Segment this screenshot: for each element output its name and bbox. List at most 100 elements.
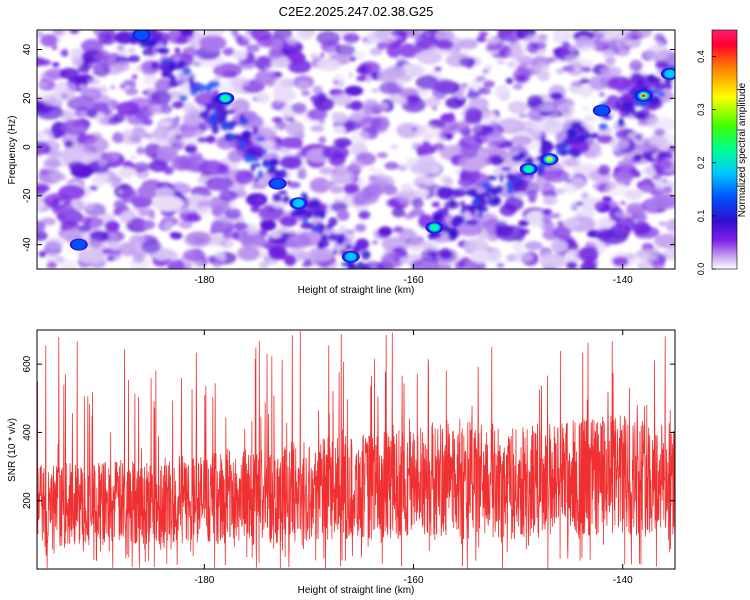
heatmap-cell (273, 30, 293, 42)
heatmap-cell (494, 85, 510, 99)
heatmap-ridge-cell (311, 200, 320, 208)
heatmap-cell (233, 33, 242, 40)
heatmap-cell (614, 170, 633, 186)
heatmap-cell (624, 189, 643, 201)
heatmap-cell (598, 92, 606, 97)
heatmap-cell (416, 144, 437, 155)
heatmap-cell (117, 166, 136, 179)
heatmap-cell (197, 136, 208, 143)
heatmap-cell (208, 255, 217, 264)
heatmap-cell (402, 64, 426, 77)
colorbar-tick-label: 0.3 (696, 103, 706, 116)
heatmap-cell (625, 253, 637, 260)
heatmap-hotspot (546, 157, 553, 162)
heatmap-cell (155, 187, 175, 198)
heatmap-cell (63, 178, 71, 183)
heatmap-ridge-cell (163, 39, 168, 46)
heatmap-cell (608, 39, 624, 48)
heatmap-cell (391, 30, 408, 38)
heatmap-cell (335, 44, 356, 57)
heatmap-ridge-cell (437, 208, 444, 214)
heatmap-cell (384, 161, 399, 170)
heatmap-ridge-cell (602, 115, 613, 120)
heatmap-cell (154, 78, 173, 92)
heatmap-ridge-cell (243, 138, 253, 144)
heatmap-cell (89, 185, 98, 191)
heatmap-cell (459, 38, 478, 50)
heatmap-cell (588, 75, 608, 91)
heatmap-cell (254, 70, 277, 85)
heatmap-cell (240, 234, 267, 249)
heatmap-cell (137, 185, 161, 199)
heatmap-cell (348, 72, 354, 78)
snr-y-ticks: 200 400 600 (22, 355, 675, 509)
heatmap-cell (224, 207, 242, 220)
heatmap-cell (561, 41, 571, 49)
heatmap-cell (397, 164, 408, 172)
heatmap-cell (37, 105, 64, 120)
heatmap-cell (398, 82, 405, 88)
heatmap-cell (322, 145, 350, 160)
heatmap-cell (414, 188, 430, 197)
heatmap-cell (95, 49, 110, 62)
snr-series-line (37, 331, 675, 569)
heatmap-cell (629, 59, 643, 72)
heatmap-ridge-cell (461, 205, 466, 215)
heatmap-cell (151, 98, 168, 114)
heatmap-cell (651, 174, 662, 181)
heatmap-cell (127, 47, 136, 54)
heatmap-cell (330, 92, 353, 106)
heatmap-cell (136, 146, 145, 155)
heatmap-cell (518, 219, 530, 227)
heatmap-cell (597, 164, 611, 176)
heatmap-cell (436, 186, 454, 200)
heatmap-ridge-cell (346, 244, 352, 250)
heatmap-cell (579, 78, 591, 84)
heatmap-ridge-cell (487, 199, 500, 207)
heatmap-cell (213, 76, 222, 81)
heatmap-cell (268, 206, 275, 213)
heatmap-cell (104, 220, 120, 233)
heatmap-ridge-cell (257, 152, 263, 158)
heatmap-cell (144, 118, 153, 126)
heatmap-cell (285, 116, 296, 123)
heatmap-ridge-cell (273, 169, 280, 179)
heatmap-ridge-cell (352, 246, 359, 252)
heatmap-cell (74, 111, 81, 117)
heatmap-ridge-cell (158, 47, 170, 55)
heatmap-cell (497, 30, 514, 37)
heatmap-cell (452, 188, 466, 198)
heatmap-cell (439, 251, 453, 260)
heatmap-cell (432, 106, 437, 111)
heatmap-ridge-cell (649, 88, 660, 94)
heatmap-ridge-cell (490, 189, 496, 196)
heatmap-cell (137, 209, 150, 217)
heatmap-cell (406, 94, 421, 102)
heatmap-ridge-cell (487, 194, 492, 201)
heatmap-cell (384, 65, 406, 79)
heatmap-cell (349, 100, 363, 111)
heatmap-cell (40, 70, 60, 82)
heatmap-ridge-cell (486, 187, 492, 193)
heatmap-cell (609, 137, 630, 151)
heatmap-cell (360, 65, 367, 72)
heatmap-cell (532, 123, 541, 131)
heatmap-ridge-cell (328, 233, 338, 242)
heatmap-cell (141, 90, 149, 95)
heatmap-cell (523, 254, 533, 261)
heatmap-cell (510, 135, 533, 146)
heatmap-cell (256, 197, 264, 203)
heatmap-ridge-cell (465, 188, 478, 197)
heatmap-cell (268, 231, 282, 239)
heatmap-cell (230, 254, 237, 260)
heatmap-hotspot (642, 94, 646, 97)
heatmap-cell (654, 82, 667, 90)
heatmap-cell (265, 141, 273, 147)
colorbar: 0.0 0.1 0.2 0.3 0.4 Normalized spectral ampl… (696, 29, 748, 275)
heatmap-cell (654, 233, 675, 249)
heatmap-ridge-cell (261, 148, 268, 153)
heatmap-ridge-cell (182, 67, 192, 75)
heatmap-cell (308, 261, 314, 267)
heatmap-cell (466, 90, 480, 100)
heatmap-cell (78, 84, 86, 90)
